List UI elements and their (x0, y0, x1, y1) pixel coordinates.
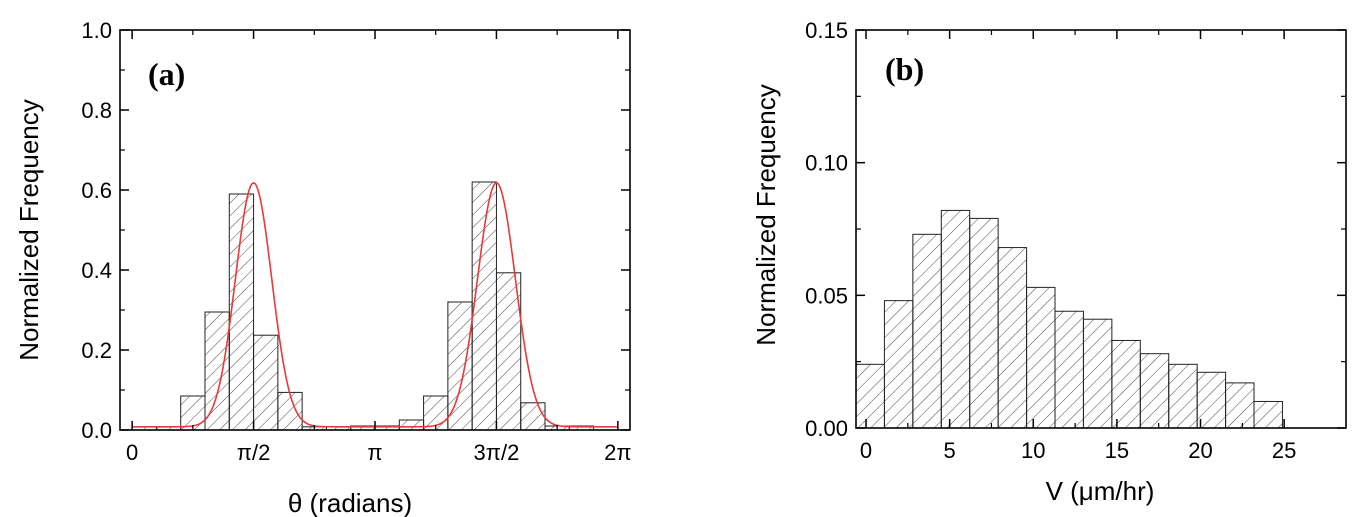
histogram-bar (883, 300, 914, 429)
x-tick-label: 3π/2 (474, 440, 520, 465)
histogram-bar (1082, 318, 1113, 429)
y-tick-label: 0.4 (81, 258, 112, 283)
tick-marks-a (120, 29, 630, 431)
x-tick-label: 25 (1272, 438, 1296, 463)
y-tick-label: 0.05 (805, 283, 848, 308)
histogram-bar (855, 363, 885, 429)
histogram-bar (180, 395, 206, 431)
histogram-bar (253, 334, 279, 431)
y-tick-label: 0.6 (81, 178, 112, 203)
y-tick-label: 0.00 (805, 416, 848, 441)
histogram-bars-b (855, 209, 1283, 429)
y-tick-label: 0.2 (81, 338, 112, 363)
y-tick-labels-a: 0.0 0.2 0.4 0.6 0.8 1.0 (81, 18, 112, 443)
x-tick-label: 15 (1105, 438, 1129, 463)
chart-panel-a: 0.0 0.2 0.4 0.6 0.8 1.0 0 π/2 π 3π/2 2π (a) θ (ra… (14, 18, 632, 517)
y-axis-label-b: Normalized Frequency (751, 84, 781, 346)
x-tick-label: π/2 (237, 440, 271, 465)
histogram-bar (520, 402, 546, 431)
x-tick-label: 2π (604, 440, 631, 465)
histogram-bar (1026, 286, 1056, 429)
x-tick-label: 5 (944, 438, 956, 463)
histogram-bar (495, 272, 522, 431)
histogram-bar (204, 311, 230, 431)
histogram-bar (398, 419, 425, 431)
y-tick-label: 0.8 (81, 98, 112, 123)
tick-marks-b (856, 29, 1346, 429)
x-tick-label: 0 (860, 438, 872, 463)
x-tick-labels-b: 0 5 10 15 20 25 (860, 438, 1296, 463)
histogram-bar (1139, 353, 1170, 429)
panel-label-b: (b) (885, 51, 924, 87)
x-tick-label: 20 (1188, 438, 1212, 463)
histogram-bar (1253, 400, 1283, 429)
y-tick-labels-b: 0.00 0.05 0.10 0.15 (805, 18, 848, 441)
y-tick-label: 0.0 (81, 418, 112, 443)
histogram-bar (1111, 339, 1141, 429)
y-tick-label: 1.0 (81, 18, 112, 43)
x-axis-label-b: V (μm/hr) (1046, 476, 1155, 506)
x-tick-label: 0 (126, 440, 138, 465)
x-axis-label-a: θ (radians) (288, 488, 412, 517)
histogram-bar (277, 391, 303, 431)
y-tick-label: 0.15 (805, 18, 848, 43)
x-tick-label: 10 (1021, 438, 1045, 463)
plot-frame-a (119, 29, 631, 431)
histogram-bar (912, 233, 942, 429)
panel-label-a: (a) (148, 56, 185, 92)
histogram-bar (1225, 382, 1255, 429)
histogram-bars-a (131, 181, 595, 431)
x-tick-label: π (367, 440, 382, 465)
histogram-bar (423, 395, 449, 431)
y-axis-label-a: Normalized Frequency (14, 99, 44, 361)
histogram-bar (940, 209, 971, 429)
histogram-bar (1054, 310, 1084, 429)
histogram-bar (969, 217, 999, 429)
histogram-bar (1196, 371, 1227, 429)
chart-panel-b: 0.00 0.05 0.10 0.15 0 5 10 15 20 25 (b) V (μm/hr… (751, 18, 1347, 506)
histogram-bar (997, 247, 1028, 429)
y-tick-label: 0.10 (805, 151, 848, 176)
histogram-bar (471, 181, 497, 431)
x-tick-labels-a: 0 π/2 π 3π/2 2π (126, 440, 632, 465)
histogram-bar (1168, 363, 1198, 429)
